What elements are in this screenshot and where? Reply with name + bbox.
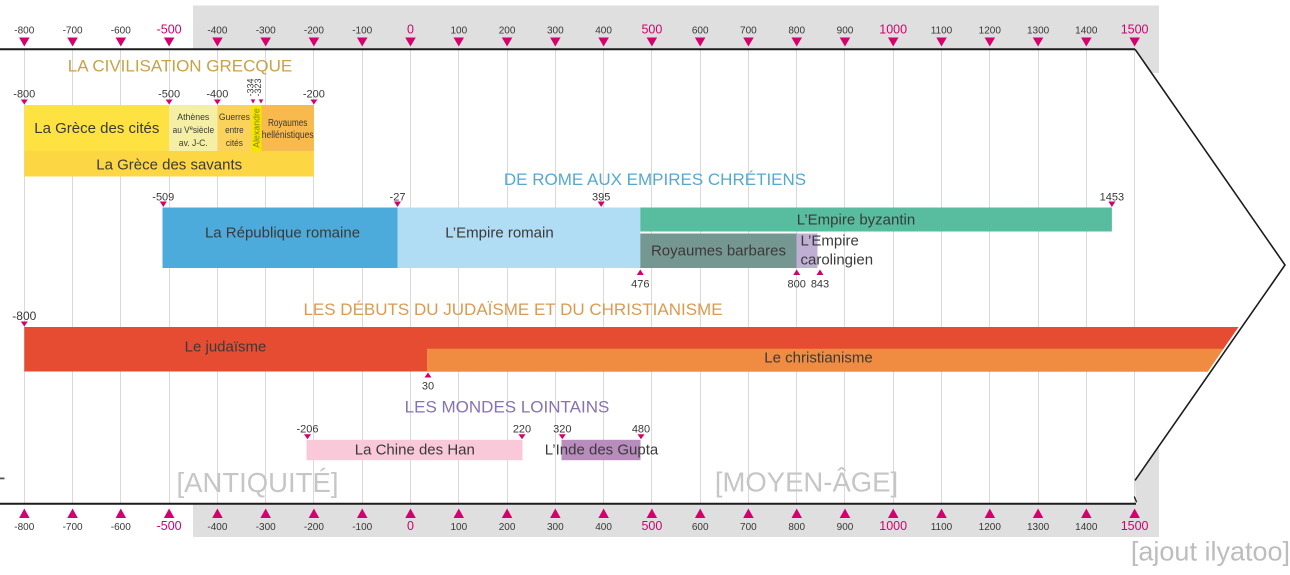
svg-text:-200: -200: [304, 522, 324, 533]
svg-text:1400: 1400: [1075, 522, 1098, 533]
svg-text:-300: -300: [256, 522, 276, 533]
svg-text:-500: -500: [157, 519, 182, 533]
svg-text:1500: 1500: [1121, 23, 1149, 37]
svg-text:480: 480: [632, 424, 650, 436]
svg-text:800: 800: [788, 522, 805, 533]
svg-text:1100: 1100: [931, 26, 953, 37]
svg-text:0: 0: [407, 23, 414, 37]
svg-text:220: 220: [513, 424, 531, 436]
svg-text:[ANTIQUITÉ]: [ANTIQUITÉ]: [177, 467, 339, 498]
svg-text:1000: 1000: [879, 23, 907, 37]
svg-text:100: 100: [450, 26, 467, 37]
svg-text:-700: -700: [63, 522, 83, 533]
svg-text:-600: -600: [111, 522, 131, 533]
svg-text:-200: -200: [304, 26, 324, 37]
svg-text:1400: 1400: [1075, 26, 1098, 37]
svg-text:entre: entre: [225, 125, 244, 136]
svg-text:1200: 1200: [979, 522, 1002, 533]
svg-text:-206: -206: [296, 424, 318, 436]
svg-text:L’Empire romain: L’Empire romain: [445, 225, 553, 242]
svg-text:Alexandre: Alexandre: [252, 108, 262, 148]
svg-text:Le judaïsme: Le judaïsme: [185, 339, 267, 356]
svg-text:Guerres: Guerres: [219, 112, 250, 123]
svg-text:300: 300: [547, 522, 564, 533]
svg-text:800: 800: [788, 26, 805, 37]
svg-text:900: 900: [837, 522, 854, 533]
svg-text:-800: -800: [14, 522, 34, 533]
svg-text:30: 30: [422, 381, 434, 393]
svg-text:Athènes: Athènes: [177, 112, 209, 123]
svg-text:1300: 1300: [1027, 26, 1050, 37]
svg-text:400: 400: [595, 522, 612, 533]
svg-text:1200: 1200: [979, 26, 1002, 37]
svg-text:1453: 1453: [1100, 192, 1124, 204]
svg-text:1100: 1100: [931, 522, 953, 533]
svg-text:100: 100: [450, 522, 467, 533]
svg-text:[ajout ilyatoo]: [ajout ilyatoo]: [1131, 537, 1290, 567]
svg-text:-700: -700: [63, 26, 83, 37]
svg-text:La Grèce des cités: La Grèce des cités: [34, 120, 159, 137]
svg-text:0: 0: [407, 519, 414, 533]
svg-text:LES MONDES LOINTAINS: LES MONDES LOINTAINS: [405, 398, 610, 417]
svg-text:-323: -323: [253, 78, 263, 96]
svg-text:-27: -27: [390, 192, 406, 204]
svg-text:700: 700: [740, 26, 757, 37]
svg-text:-400: -400: [206, 89, 228, 101]
svg-text:-100: -100: [352, 522, 372, 533]
svg-text:cités: cités: [226, 138, 243, 149]
svg-text:Royaumes: Royaumes: [268, 118, 308, 129]
svg-text:carolingien: carolingien: [801, 252, 874, 269]
svg-text:800: 800: [788, 279, 806, 291]
svg-text:600: 600: [692, 26, 709, 37]
svg-text:[MOYEN-ÂGE]: [MOYEN-ÂGE]: [715, 467, 898, 498]
svg-text:La République romaine: La République romaine: [205, 225, 360, 242]
svg-text:av. J-C.: av. J-C.: [179, 138, 208, 149]
svg-text:843: 843: [811, 279, 829, 291]
svg-text:500: 500: [641, 23, 662, 37]
svg-text:500: 500: [641, 519, 662, 533]
svg-text:-800: -800: [12, 309, 36, 323]
svg-text:400: 400: [595, 26, 612, 37]
svg-text:-300: -300: [256, 26, 276, 37]
svg-text:au Vesiècle: au Vesiècle: [173, 125, 215, 136]
svg-text:-500: -500: [157, 23, 182, 37]
svg-text:L’Inde des Gupta: L’Inde des Gupta: [545, 442, 659, 459]
svg-text:La Grèce des savants: La Grèce des savants: [96, 157, 242, 174]
svg-text:476: 476: [631, 279, 649, 291]
svg-text:395: 395: [592, 192, 610, 204]
svg-text:Royaumes barbares: Royaumes barbares: [651, 243, 786, 260]
svg-text:200: 200: [499, 522, 516, 533]
svg-text:L’Empire byzantin: L’Empire byzantin: [797, 212, 915, 229]
svg-text:1000: 1000: [879, 519, 907, 533]
svg-text:-800: -800: [14, 26, 34, 37]
svg-text:-509: -509: [152, 192, 174, 204]
svg-text:Le christianisme: Le christianisme: [764, 350, 872, 367]
svg-text:300: 300: [547, 26, 564, 37]
svg-text:-500: -500: [158, 89, 180, 101]
svg-text:700: 700: [740, 522, 757, 533]
svg-text:900: 900: [837, 26, 854, 37]
svg-text:-400: -400: [207, 26, 227, 37]
svg-text:-100: -100: [352, 26, 372, 37]
svg-text:DE ROME AUX EMPIRES CHRÉTIENS: DE ROME AUX EMPIRES CHRÉTIENS: [504, 170, 806, 189]
svg-text:1500: 1500: [1121, 519, 1149, 533]
svg-text:-200: -200: [303, 89, 325, 101]
svg-text:LES DÉBUTS DU JUDAÏSME ET DU C: LES DÉBUTS DU JUDAÏSME ET DU CHRISTIANIS…: [303, 300, 722, 319]
svg-text:La Chine des Han: La Chine des Han: [355, 442, 475, 459]
svg-text:-334: -334: [246, 78, 256, 96]
svg-text:-400: -400: [207, 522, 227, 533]
svg-text:LA CIVILISATION GRECQUE: LA CIVILISATION GRECQUE: [68, 57, 293, 76]
svg-text:320: 320: [553, 424, 571, 436]
svg-text:200: 200: [499, 26, 516, 37]
svg-text:-600: -600: [111, 26, 131, 37]
svg-text:600: 600: [692, 522, 709, 533]
svg-text:L’Empire: L’Empire: [801, 233, 859, 250]
svg-text:-800: -800: [13, 89, 35, 101]
svg-text:1300: 1300: [1027, 522, 1050, 533]
svg-text:hellénistiques: hellénistiques: [262, 130, 314, 141]
